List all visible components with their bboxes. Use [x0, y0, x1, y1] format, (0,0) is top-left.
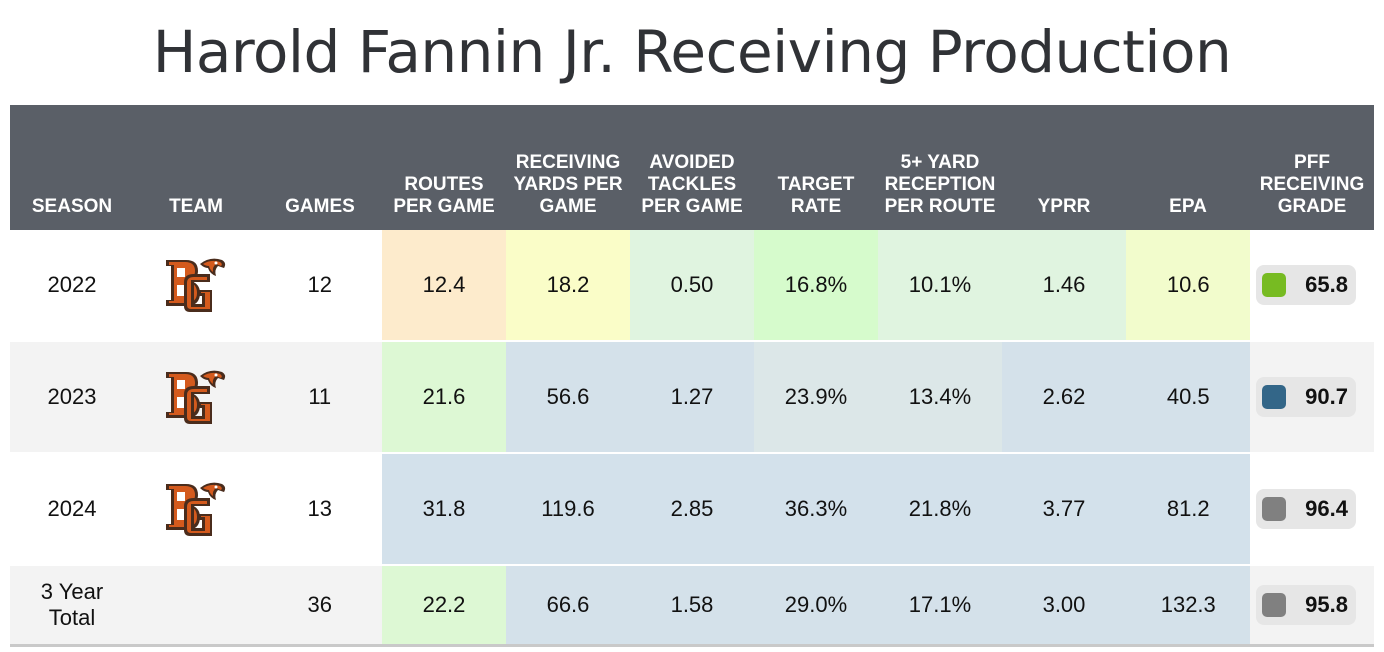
- header-avoided-tackles-per-game: AVOIDED TACKLES PER GAME: [630, 105, 754, 230]
- grade-badge: 90.7: [1256, 377, 1356, 417]
- team-cell: [134, 230, 258, 342]
- header-target-rate: TARGET RATE: [754, 105, 878, 230]
- header-row: SEASON TEAM GAMES ROUTES PER GAME RECEIV…: [10, 105, 1374, 230]
- grade-value: 95.8: [1305, 592, 1348, 617]
- grade-color-swatch: [1262, 273, 1286, 297]
- games-cell: 12: [258, 230, 382, 342]
- receiving-yards-per-game-cell: 66.6: [506, 565, 630, 647]
- table-row: 2022 12 12.4 18.2 0.50 16.8% 10.1% 1.46 10.6 65.…: [10, 230, 1374, 342]
- grade-value: 96.4: [1305, 496, 1348, 521]
- yprr-cell: 2.62: [1002, 341, 1126, 454]
- epa-cell: 40.5: [1126, 341, 1250, 454]
- avoided-tackles-per-game-cell: 1.58: [630, 565, 754, 647]
- grade-color-swatch: [1262, 497, 1286, 521]
- bowling-green-falcons-logo: [166, 258, 226, 312]
- epa-cell: 10.6: [1126, 230, 1250, 342]
- grade-value: 90.7: [1305, 384, 1348, 409]
- receiving-yards-per-game-cell: 18.2: [506, 230, 630, 342]
- header-routes-per-game: ROUTES PER GAME: [382, 105, 506, 230]
- header-5-yard-reception-per-route: 5+ YARD RECEPTION PER ROUTE: [878, 105, 1002, 230]
- grade-badge: 96.4: [1256, 489, 1356, 529]
- season-cell: 2024: [10, 453, 134, 566]
- 5-yard-reception-per-route-cell: 17.1%: [878, 565, 1002, 647]
- yprr-cell: 3.77: [1002, 453, 1126, 566]
- target-rate-cell: 36.3%: [754, 453, 878, 566]
- receiving-table: SEASON TEAM GAMES ROUTES PER GAME RECEIV…: [10, 105, 1374, 647]
- games-cell: 36: [258, 565, 382, 647]
- yprr-cell: 1.46: [1002, 230, 1126, 342]
- routes-per-game-cell: 12.4: [382, 230, 506, 342]
- table-row: 2023 11 21.6 56.6 1.27 23.9% 13.4% 2.62 40.5 90.…: [10, 341, 1374, 454]
- 5-yard-reception-per-route-cell: 10.1%: [878, 230, 1002, 342]
- grade-badge: 65.8: [1256, 265, 1356, 305]
- avoided-tackles-per-game-cell: 2.85: [630, 453, 754, 566]
- 5-yard-reception-per-route-cell: 13.4%: [878, 341, 1002, 454]
- grade-color-swatch: [1262, 593, 1286, 617]
- season-cell: 2023: [10, 341, 134, 454]
- bowling-green-falcons-logo: [166, 482, 226, 536]
- receiving-yards-per-game-cell: 56.6: [506, 341, 630, 454]
- chart-title: Harold Fannin Jr. Receiving Production: [152, 18, 1232, 86]
- total-label-line1: 3 Year: [40, 579, 104, 604]
- routes-per-game-cell: 31.8: [382, 453, 506, 566]
- total-row: 3 Year Total 36 22.2 66.6 1.58 29.0% 17.1% 3.00 1…: [10, 565, 1374, 647]
- team-cell: [134, 453, 258, 566]
- 5-yard-reception-per-route-cell: 21.8%: [878, 453, 1002, 566]
- grade-value: 65.8: [1305, 272, 1348, 297]
- routes-per-game-cell: 21.6: [382, 341, 506, 454]
- grade-badge: 95.8: [1256, 585, 1356, 625]
- receiving-yards-per-game-cell: 119.6: [506, 453, 630, 566]
- bowling-green-falcons-logo: [166, 370, 226, 424]
- total-label: 3 Year Total: [41, 579, 103, 631]
- target-rate-cell: 29.0%: [754, 565, 878, 647]
- grade-color-swatch: [1262, 385, 1286, 409]
- games-cell: 11: [258, 341, 382, 454]
- header-receiving-yards-per-game: RECEIVING YARDS PER GAME: [506, 105, 630, 230]
- header-yprr: YPRR: [1002, 105, 1126, 230]
- header-season: SEASON: [10, 105, 134, 230]
- header-epa: EPA: [1126, 105, 1250, 230]
- yprr-cell: 3.00: [1002, 565, 1126, 647]
- games-cell: 13: [258, 453, 382, 566]
- epa-cell: 132.3: [1126, 565, 1250, 647]
- avoided-tackles-per-game-cell: 0.50: [630, 230, 754, 342]
- header-team: TEAM: [134, 105, 258, 230]
- team-cell: [134, 341, 258, 454]
- target-rate-cell: 16.8%: [754, 230, 878, 342]
- header-pff-receiving-grade: PFF RECEIVING GRADE: [1250, 105, 1374, 230]
- total-label-cell: 3 Year Total: [10, 565, 134, 647]
- team-cell: [134, 565, 258, 647]
- grade-cell: 65.8: [1250, 230, 1374, 342]
- season-cell: 2022: [10, 230, 134, 342]
- table-row: 2024 13 31.8 119.6 2.85 36.3% 21.8% 3.77 81.2 96…: [10, 453, 1374, 566]
- grade-cell: 90.7: [1250, 341, 1374, 454]
- grade-cell: 96.4: [1250, 453, 1374, 566]
- routes-per-game-cell: 22.2: [382, 565, 506, 647]
- epa-cell: 81.2: [1126, 453, 1250, 566]
- grade-cell: 95.8: [1250, 565, 1374, 647]
- avoided-tackles-per-game-cell: 1.27: [630, 341, 754, 454]
- target-rate-cell: 23.9%: [754, 341, 878, 454]
- header-games: GAMES: [258, 105, 382, 230]
- total-label-line2: Total: [48, 605, 96, 630]
